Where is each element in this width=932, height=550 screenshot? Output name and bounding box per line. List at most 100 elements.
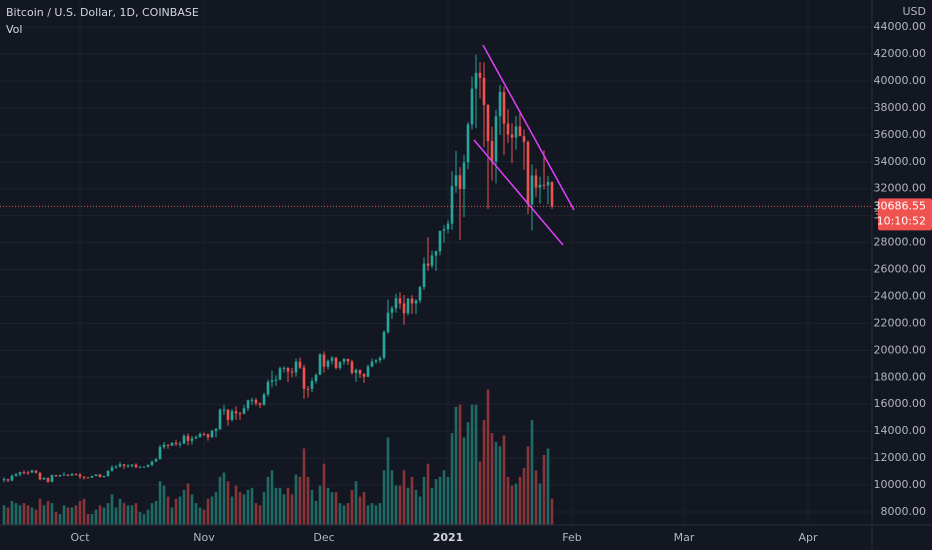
volume-bar xyxy=(474,404,478,525)
volume-bar xyxy=(174,498,178,525)
volume-bar xyxy=(10,500,14,525)
volume-bar xyxy=(514,483,518,525)
y-tick-label: 18000.00 xyxy=(874,370,927,383)
volume-bar xyxy=(378,503,382,525)
volume-bar xyxy=(458,404,462,525)
candle-body xyxy=(482,77,486,106)
candle-body xyxy=(10,475,14,481)
y-tick-label: 22000.00 xyxy=(874,316,927,329)
y-tick-label: 8000.00 xyxy=(881,505,927,518)
candle-body xyxy=(274,379,278,381)
volume-bar xyxy=(234,485,238,525)
volume-bar xyxy=(322,463,326,525)
drawings xyxy=(0,44,872,246)
volume-bar xyxy=(222,472,226,525)
volume-bar xyxy=(42,505,46,525)
candle-body xyxy=(138,466,142,468)
candle-body xyxy=(54,475,58,477)
volume-bar xyxy=(166,496,170,525)
volume-bar xyxy=(94,509,98,525)
candle-body xyxy=(518,126,522,137)
volume-bar xyxy=(254,503,258,525)
volume-bar xyxy=(486,389,490,525)
candle-body xyxy=(258,403,262,405)
candle-body xyxy=(158,447,162,460)
candle-body xyxy=(222,409,226,411)
candle-body xyxy=(438,230,442,252)
volume-bar xyxy=(342,505,346,525)
volume-bar xyxy=(214,492,218,525)
candle-body xyxy=(314,374,318,382)
candle-body xyxy=(470,88,474,125)
candle-body xyxy=(370,361,374,367)
volume-bar xyxy=(58,514,62,525)
volume-bar xyxy=(162,485,166,525)
volume-bar xyxy=(114,507,118,525)
volume-bar xyxy=(122,503,126,525)
volume-bar xyxy=(310,490,314,525)
volume-bar xyxy=(294,474,298,525)
volume-bar xyxy=(22,503,26,525)
volume-bar xyxy=(438,476,442,525)
candle-body xyxy=(390,308,394,313)
candle-body xyxy=(182,435,186,444)
candle-body xyxy=(342,358,346,362)
volume-bar xyxy=(86,514,90,525)
volume-bar xyxy=(150,503,154,525)
volume-bar xyxy=(402,470,406,525)
y-tick-label: 42000.00 xyxy=(874,47,927,60)
candle-body xyxy=(346,358,350,362)
candle-body xyxy=(414,300,418,304)
volume-bar xyxy=(102,507,106,525)
candle-body xyxy=(366,366,370,377)
candle-body xyxy=(202,433,206,435)
volume-bar xyxy=(518,476,522,525)
y-tick-label: 32000.00 xyxy=(874,182,927,195)
volume-bar xyxy=(390,470,394,525)
y-tick-label: 24000.00 xyxy=(874,289,927,302)
volume-bar xyxy=(398,485,402,525)
candle-body xyxy=(394,298,398,309)
y-tick-label: 20000.00 xyxy=(874,343,927,356)
candle-body xyxy=(82,476,86,478)
volume-bar xyxy=(442,470,446,525)
candle-body xyxy=(174,442,178,445)
candle-body xyxy=(526,141,530,205)
volume-bar xyxy=(426,463,430,525)
volume-bar xyxy=(126,505,130,525)
trendline xyxy=(473,139,564,246)
volume-bar xyxy=(26,505,30,525)
candle-body xyxy=(322,354,326,367)
volume-bar xyxy=(246,490,250,525)
candle-body xyxy=(106,470,110,477)
candle-body xyxy=(150,461,154,465)
volume-bar xyxy=(130,505,134,525)
candle-body xyxy=(90,476,94,478)
candle-body xyxy=(306,388,310,390)
candle-body xyxy=(514,126,518,138)
candle-body xyxy=(6,479,10,481)
candle-body xyxy=(410,298,414,304)
candle-body xyxy=(278,368,282,380)
candle-body xyxy=(194,437,198,439)
volume-bar xyxy=(194,503,198,525)
volume-bar xyxy=(274,487,278,525)
volume-bar xyxy=(550,498,554,525)
candle-body xyxy=(78,474,82,477)
volume-bar xyxy=(502,435,506,525)
volume-bar xyxy=(526,446,530,525)
candle-body xyxy=(426,263,430,266)
y-tick-label: 44000.00 xyxy=(874,20,927,33)
volume-bar xyxy=(298,476,302,525)
candle-body xyxy=(262,394,266,405)
volume-bar xyxy=(370,503,374,525)
volume-bar xyxy=(270,470,274,525)
candle-body xyxy=(406,298,410,314)
y-tick-label: 10000.00 xyxy=(874,478,927,491)
last-price-box xyxy=(878,198,932,231)
volume-bar xyxy=(98,505,102,525)
x-tick-label: 2021 xyxy=(433,531,464,544)
volume-bar xyxy=(134,503,138,525)
volume-bar xyxy=(154,500,158,525)
volume-bar xyxy=(90,514,94,525)
